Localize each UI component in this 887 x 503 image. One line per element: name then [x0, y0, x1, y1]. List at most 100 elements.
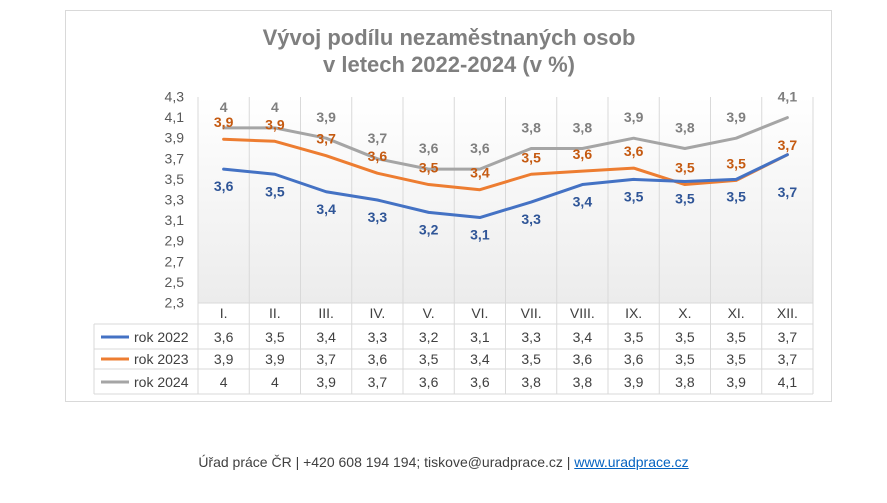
x-tick-label: VIII. [570, 305, 595, 321]
data-label: 3,5 [675, 190, 695, 206]
table-cell: 3,8 [521, 374, 541, 390]
data-label: 3,5 [419, 160, 439, 176]
y-tick-label: 3,7 [165, 150, 185, 166]
table-cell: 3,7 [778, 329, 798, 345]
table-cell: 3,9 [214, 351, 234, 367]
x-tick-label: V. [423, 305, 435, 321]
table-cell: 3,9 [265, 351, 285, 367]
table-cell: 3,6 [214, 329, 234, 345]
table-cell: 3,7 [316, 351, 336, 367]
legend-label: rok 2023 [134, 351, 189, 367]
x-tick-label: IX. [625, 305, 642, 321]
data-label: 3,3 [368, 209, 388, 225]
data-label: 3,4 [573, 194, 593, 210]
table-cell: 3,5 [419, 351, 439, 367]
table-cell: 3,7 [778, 351, 798, 367]
data-label: 3,8 [573, 120, 593, 136]
x-tick-label: XI. [728, 305, 745, 321]
table-cell: 4 [271, 374, 279, 390]
table-cell: 3,4 [470, 351, 490, 367]
table-cell: 3,5 [726, 329, 746, 345]
y-tick-label: 4,1 [165, 109, 185, 125]
data-label: 3,4 [470, 165, 490, 181]
table-cell: 4,1 [778, 374, 798, 390]
x-tick-label: X. [678, 305, 691, 321]
series-line-rok-2022 [222, 153, 789, 220]
table-cell: 3,9 [726, 374, 746, 390]
table-cell: 3,5 [624, 329, 644, 345]
data-label: 3,1 [470, 227, 490, 243]
data-label: 3,7 [316, 131, 336, 147]
y-tick-label: 2,7 [165, 253, 185, 269]
y-tick-label: 3,3 [165, 192, 185, 208]
data-label: 3,7 [368, 130, 388, 146]
data-label: 3,5 [726, 155, 746, 171]
data-label: 3,6 [419, 140, 439, 156]
table-cell: 3,3 [521, 329, 541, 345]
website-link[interactable]: www.uradprace.cz [574, 454, 689, 470]
chart-container: Vývoj podílu nezaměstnaných osob v letec… [65, 10, 832, 402]
data-label: 3,5 [265, 183, 285, 199]
x-tick-label: II. [269, 305, 281, 321]
table-cell: 3,5 [675, 351, 695, 367]
table-cell: 3,5 [265, 329, 285, 345]
data-label: 4 [271, 99, 279, 115]
data-label: 3,6 [368, 148, 388, 164]
data-label: 3,2 [419, 221, 439, 237]
y-tick-label: 2,3 [165, 295, 185, 311]
table-cell: 3,6 [573, 351, 593, 367]
table-cell: 3,4 [316, 329, 336, 345]
table-cell: 3,7 [368, 374, 388, 390]
table-cell: 3,8 [573, 374, 593, 390]
data-label: 3,6 [624, 143, 644, 159]
y-tick-label: 4,3 [165, 89, 185, 105]
data-label: 3,4 [316, 201, 336, 217]
unemployment-line-chart: Vývoj podílu nezaměstnaných osob v letec… [93, 25, 814, 395]
table-cell: 3,3 [368, 329, 388, 345]
data-label: 3,7 [778, 137, 798, 153]
table-cell: 3,8 [675, 374, 695, 390]
data-label: 4 [220, 99, 228, 115]
y-tick-label: 3,5 [165, 171, 185, 187]
table-cell: 3,9 [624, 374, 644, 390]
data-label: 3,6 [470, 140, 490, 156]
series-line-rok-2023 [222, 137, 789, 192]
legend-label: rok 2024 [134, 374, 189, 390]
data-label: 3,6 [214, 178, 234, 194]
table-cell: 3,6 [419, 374, 439, 390]
data-label: 3,6 [573, 146, 593, 162]
data-label: 3,9 [265, 116, 285, 132]
table-cell: 3,5 [521, 351, 541, 367]
x-tick-label: IV. [369, 305, 385, 321]
data-label: 3,5 [624, 188, 644, 204]
y-tick-label: 2,9 [165, 233, 185, 249]
table-cell: 3,6 [470, 374, 490, 390]
data-label: 3,8 [675, 120, 695, 136]
data-label: 3,8 [521, 120, 541, 136]
data-label: 3,9 [726, 109, 746, 125]
x-tick-label: III. [318, 305, 334, 321]
chart-title-line1: Vývoj podílu nezaměstnaných osob [263, 25, 636, 50]
footer: Úřad práce ČR | +420 608 194 194; tiskov… [0, 454, 887, 470]
data-label: 4,1 [778, 89, 798, 105]
table-cell: 3,6 [368, 351, 388, 367]
data-label: 3,7 [778, 184, 798, 200]
data-label: 3,9 [624, 109, 644, 125]
data-label: 3,5 [726, 188, 746, 204]
x-tick-label: I. [220, 305, 228, 321]
table-cell: 3,5 [726, 351, 746, 367]
y-tick-label: 3,9 [165, 130, 185, 146]
chart-title-line2: v letech 2022-2024 (v %) [323, 52, 575, 77]
table-cell: 3,9 [316, 374, 336, 390]
table-cell: 3,4 [573, 329, 593, 345]
data-label: 3,9 [214, 114, 234, 130]
data-label: 3,9 [316, 109, 336, 125]
x-tick-label: VII. [521, 305, 542, 321]
data-label: 3,3 [521, 211, 541, 227]
data-label: 3,5 [675, 160, 695, 176]
footer-contact-text: Úřad práce ČR | +420 608 194 194; tiskov… [198, 454, 575, 470]
data-label: 3,5 [521, 149, 541, 165]
series-line-rok-2024 [222, 116, 789, 171]
table-cell: 3,5 [675, 329, 695, 345]
table-cell: 3,2 [419, 329, 439, 345]
